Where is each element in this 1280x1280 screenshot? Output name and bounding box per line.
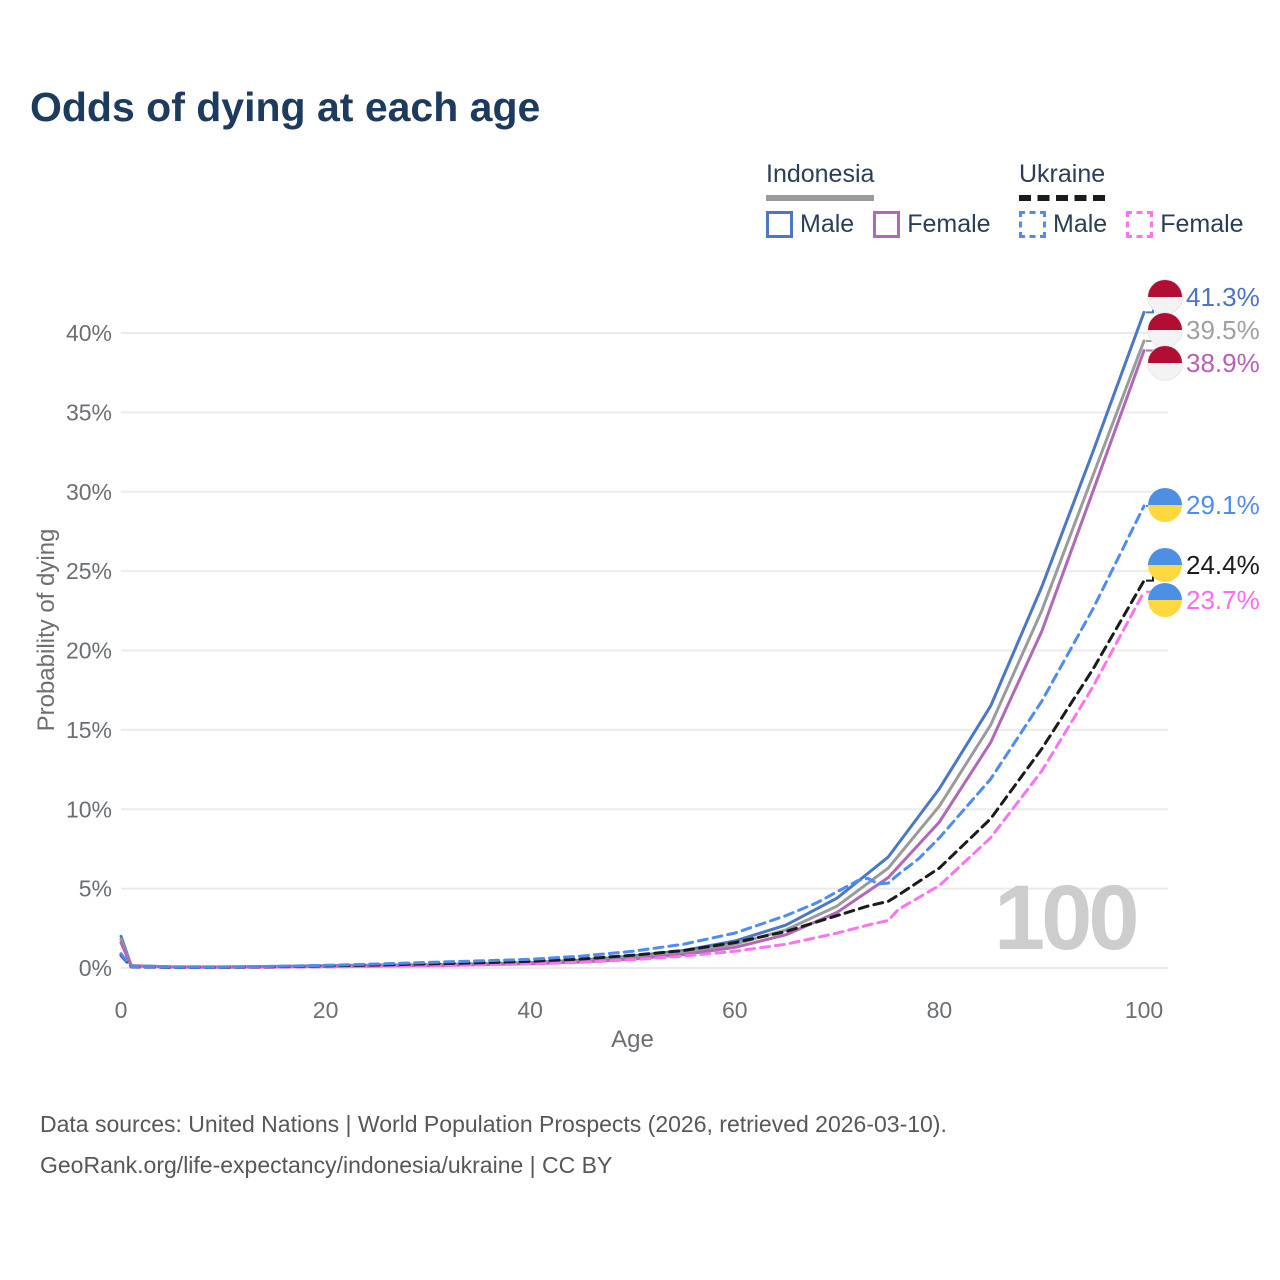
y-tick-label: 35%: [66, 399, 112, 425]
flag-ukraine-icon: [1148, 583, 1182, 617]
legend-item-label: Female: [907, 210, 991, 238]
x-tick-label: 60: [722, 997, 748, 1023]
y-axis-title: Probability of dying: [33, 528, 60, 732]
x-tick-label: 20: [313, 997, 339, 1023]
legend-country-ukraine[interactable]: Ukraine: [1019, 160, 1106, 201]
page-title: Odds of dying at each age: [30, 84, 541, 130]
y-tick-label: 0%: [79, 955, 112, 981]
ukraine-male-swatch-icon: [1019, 211, 1046, 238]
flag-top-half: [1148, 488, 1182, 505]
series-end-label: 41.3%: [1186, 282, 1260, 312]
legend-group-ukraine: Ukraine Male Female: [1019, 160, 1263, 239]
legend-item-ukraine-male[interactable]: Male: [1019, 210, 1107, 239]
y-tick-label: 10%: [66, 796, 112, 822]
series-line-indonesia-female[interactable]: [119, 349, 1146, 969]
flag-bottom-half: [1148, 505, 1182, 522]
x-axis-title: Age: [611, 1026, 654, 1053]
y-tick-label: 15%: [66, 717, 112, 743]
series-end-label: 29.1%: [1186, 490, 1260, 520]
footer-attribution: GeoRank.org/life-expectancy/indonesia/uk…: [40, 1152, 613, 1178]
flag-bottom-half: [1148, 363, 1182, 380]
flag-indonesia-icon: [1147, 312, 1183, 348]
flag-bottom-half: [1148, 297, 1182, 314]
flag-bottom-half: [1148, 600, 1182, 617]
series-line-ukraine-all[interactable]: [119, 579, 1146, 969]
x-tick-label: 100: [1125, 997, 1163, 1023]
gridlines: [121, 332, 1168, 969]
x-tick-label: 0: [115, 997, 128, 1023]
legend-item-indonesia-female[interactable]: Female: [873, 210, 991, 239]
legend-group-indonesia: Indonesia Male Female: [766, 160, 1010, 239]
flag-top-half: [1148, 280, 1182, 297]
age-watermark: 100: [994, 867, 1139, 969]
y-tick-label: 20%: [66, 638, 112, 664]
indonesia-female-swatch-icon: [873, 211, 901, 238]
legend-country-indonesia[interactable]: Indonesia: [766, 160, 875, 201]
legend-item-label: Male: [1053, 210, 1108, 238]
series-end-label: 23.7%: [1186, 585, 1260, 615]
legend-item-label: Female: [1160, 210, 1244, 238]
series-line-ukraine-male[interactable]: [119, 504, 1146, 969]
series-end-label: 24.4%: [1186, 550, 1260, 580]
flag-ukraine-icon: [1148, 548, 1182, 582]
flag-indonesia-icon: [1147, 345, 1183, 381]
legend-item-ukraine-female[interactable]: Female: [1126, 210, 1244, 239]
flag-bottom-half: [1148, 565, 1182, 582]
flag-indonesia-icon: [1147, 279, 1183, 315]
flag-top-half: [1148, 548, 1182, 565]
series-line-indonesia-all[interactable]: [119, 339, 1146, 969]
flag-ukraine-icon: [1148, 488, 1182, 522]
series-line-indonesia-male[interactable]: [119, 310, 1146, 969]
ukraine-female-swatch-icon: [1126, 211, 1154, 238]
flag-top-half: [1148, 583, 1182, 600]
legend-item-indonesia-male[interactable]: Male: [766, 210, 854, 239]
y-tick-label: 25%: [66, 558, 112, 584]
flag-top-half: [1148, 346, 1182, 363]
flag-bottom-half: [1148, 330, 1182, 347]
series-end-label: 39.5%: [1186, 315, 1260, 345]
indonesia-male-swatch-icon: [766, 211, 793, 238]
series-end-label: 38.9%: [1186, 348, 1260, 378]
y-tick-label: 40%: [66, 320, 112, 346]
footer-data-sources: Data sources: United Nations | World Pop…: [40, 1111, 947, 1137]
footer: Data sources: United Nations | World Pop…: [40, 1104, 1240, 1186]
y-tick-label: 5%: [79, 876, 112, 902]
y-tick-label: 30%: [66, 479, 112, 505]
legend-item-label: Male: [800, 210, 855, 238]
x-tick-label: 80: [927, 997, 953, 1023]
flag-top-half: [1148, 313, 1182, 330]
x-tick-label: 40: [517, 997, 543, 1023]
